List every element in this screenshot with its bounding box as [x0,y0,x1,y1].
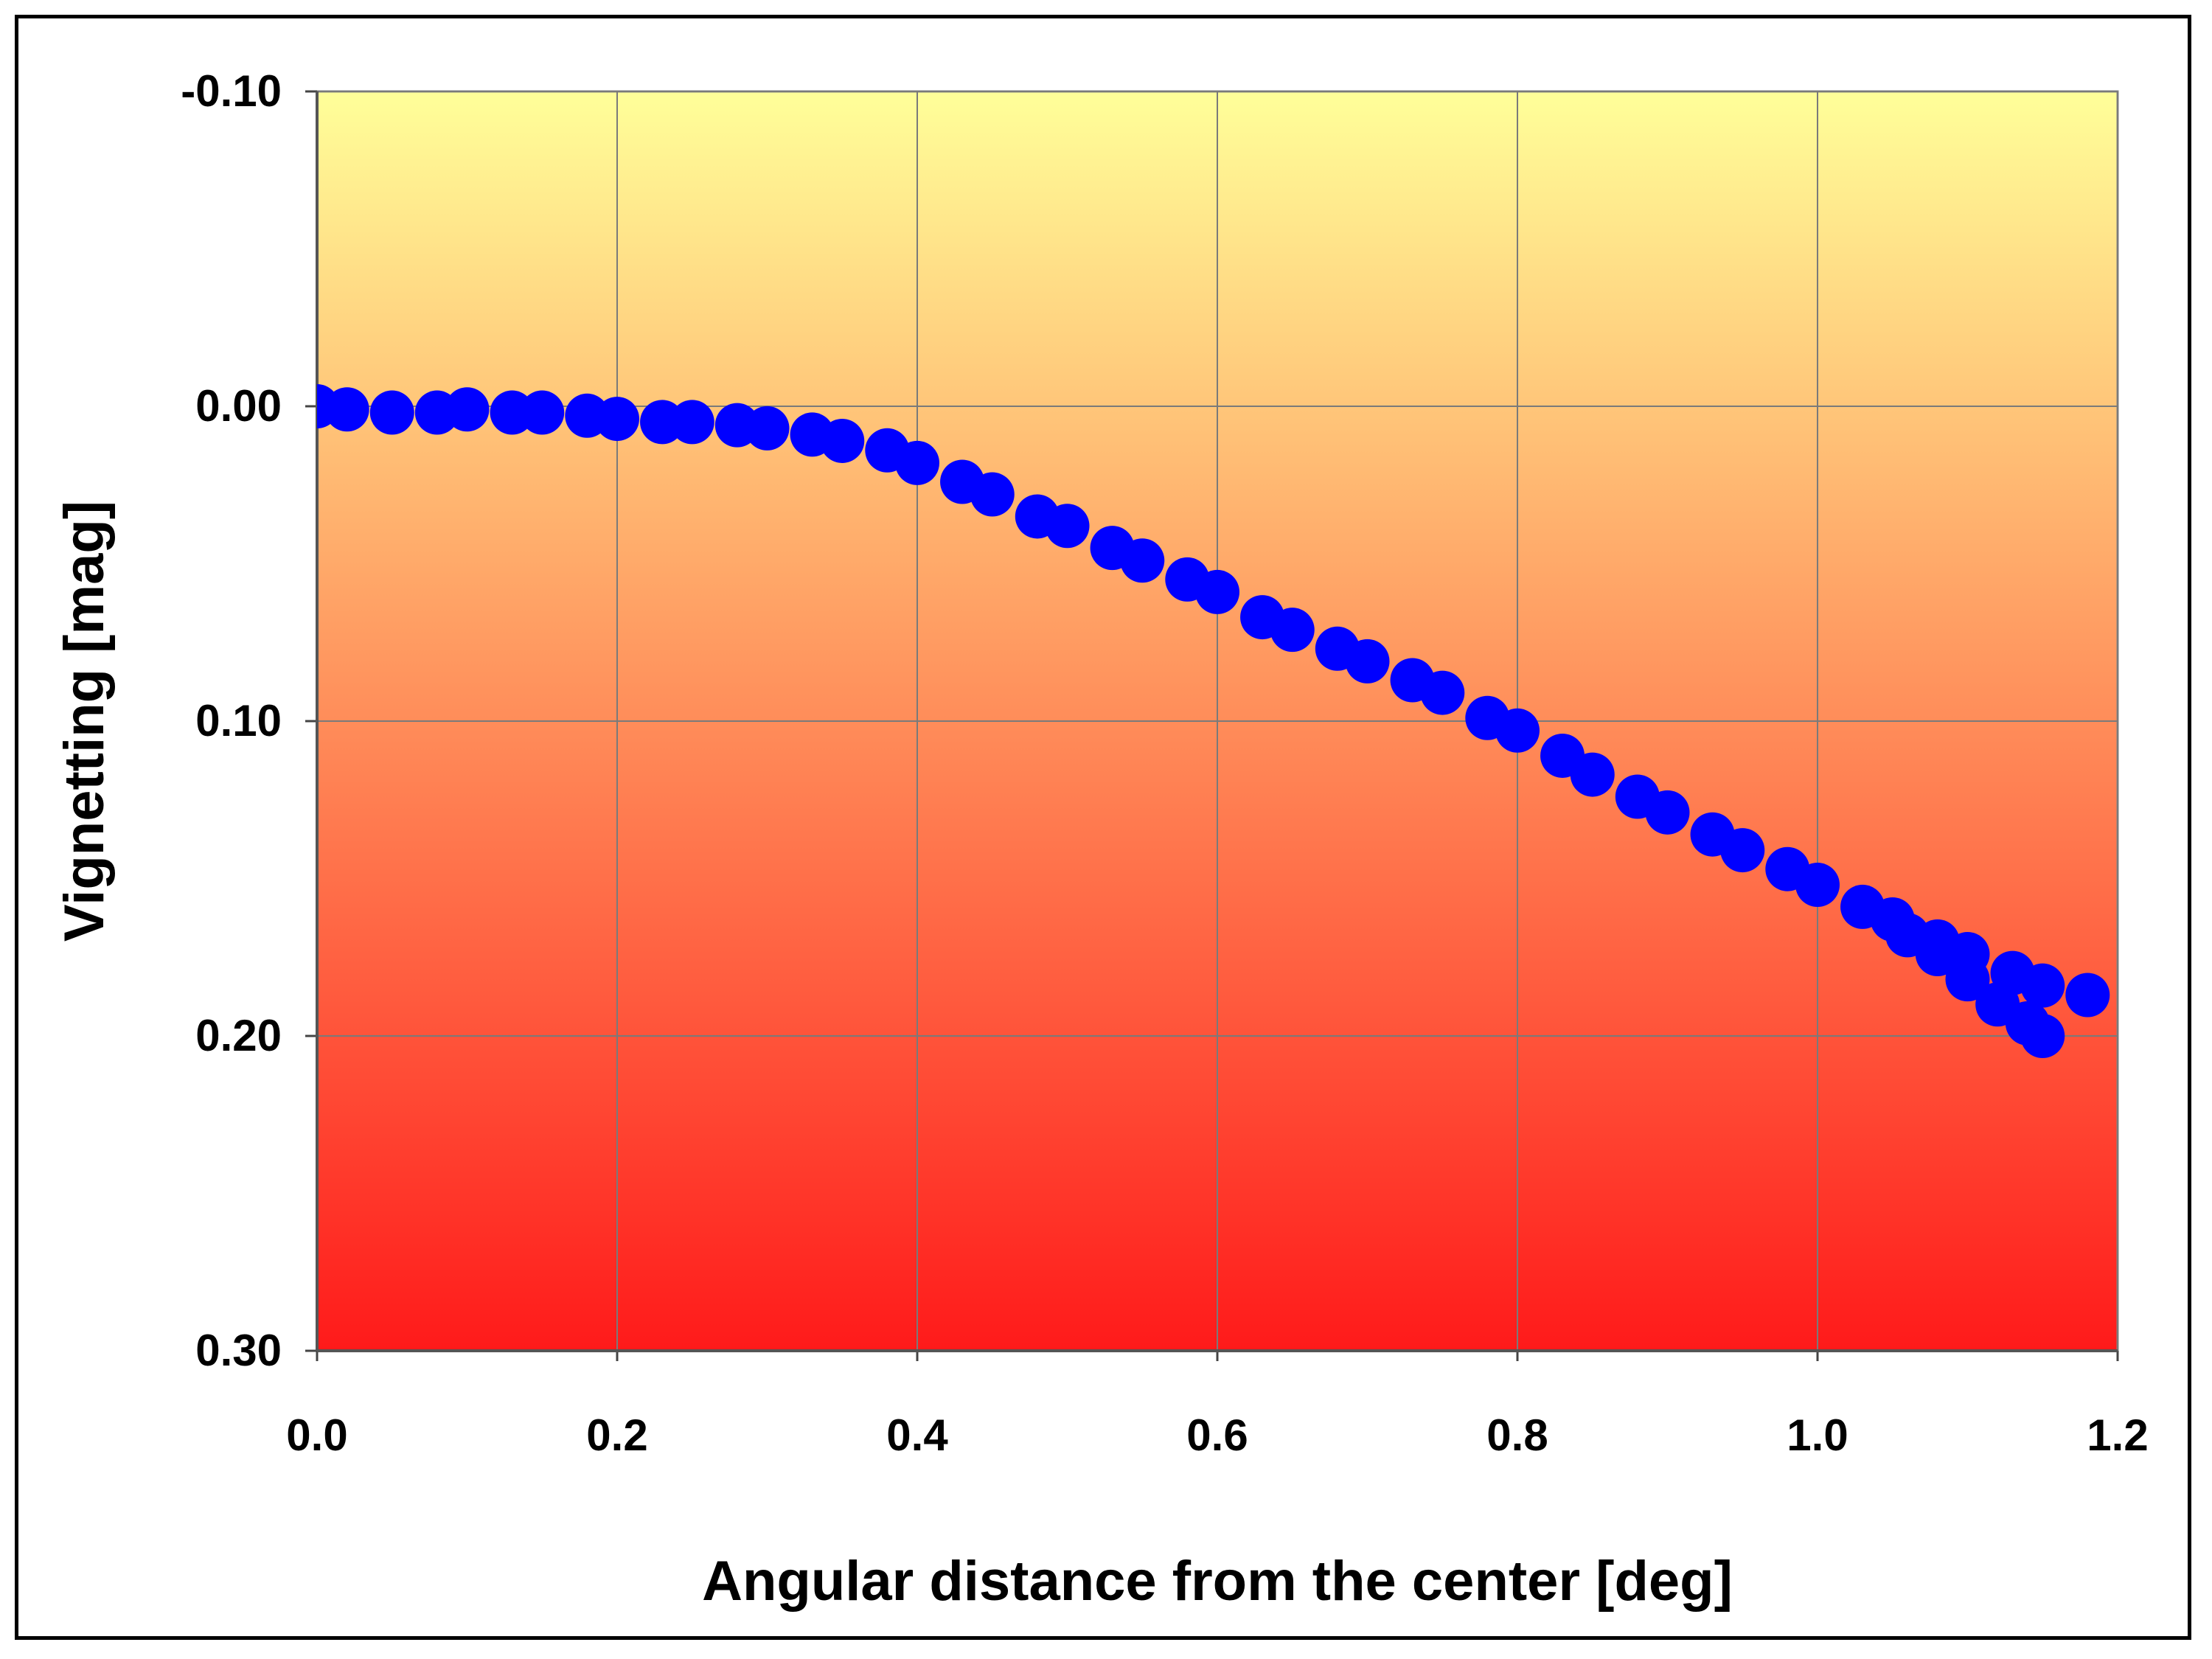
data-point [2065,973,2110,1018]
x-axis-label: Angular distance from the center [deg] [702,1550,1733,1613]
data-point [520,390,565,435]
data-points [317,384,2110,1058]
data-point [1045,504,1090,549]
data-point [324,387,369,432]
y-tick-label: 0.00 [195,381,282,431]
data-point [745,406,790,451]
data-point [1945,957,1990,1002]
data-point [1570,752,1615,797]
series-1 [317,384,2110,1018]
y-tick-label: 0.30 [195,1326,282,1375]
x-tick-label: 0.2 [586,1411,647,1460]
data-point [1270,608,1315,653]
y-axis-label: Vignetting [mag] [53,501,116,942]
x-tick-label: 1.0 [1787,1411,1848,1460]
tick-labels: 0.0 0.2 0.4 0.6 0.8 1.0 1.2 -0.10 0.00 0.10 0.20 0.… [181,66,2148,1460]
data-point [1645,790,1690,835]
y-tick-label: 0.10 [195,696,282,745]
data-point [895,440,939,485]
data-point [1120,538,1165,583]
series-2 [1885,913,2065,1058]
data-point [820,418,865,463]
data-point [1720,828,1765,873]
x-tick-label: 0.0 [286,1411,347,1460]
data-point [595,397,639,442]
data-point [1345,639,1390,684]
data-point [1495,708,1540,753]
data-point [369,390,414,435]
grid-lines [316,91,2118,1352]
data-point [445,387,490,432]
data-point [1195,569,1239,614]
data-point [2020,963,2065,1008]
data-point [1915,931,1960,976]
y-tick-label: -0.10 [181,66,282,116]
data-point [970,472,1015,517]
data-point [1795,863,1840,908]
data-point [669,400,714,445]
x-tick-label: 1.2 [2087,1411,2148,1460]
data-point [2020,1014,2065,1058]
y-tick-label: 0.20 [195,1011,282,1060]
x-tick-label: 0.4 [886,1411,948,1460]
data-point [1420,670,1465,715]
x-tick-label: 0.6 [1186,1411,1248,1460]
x-tick-label: 0.8 [1486,1411,1548,1460]
axes [305,90,2119,1361]
